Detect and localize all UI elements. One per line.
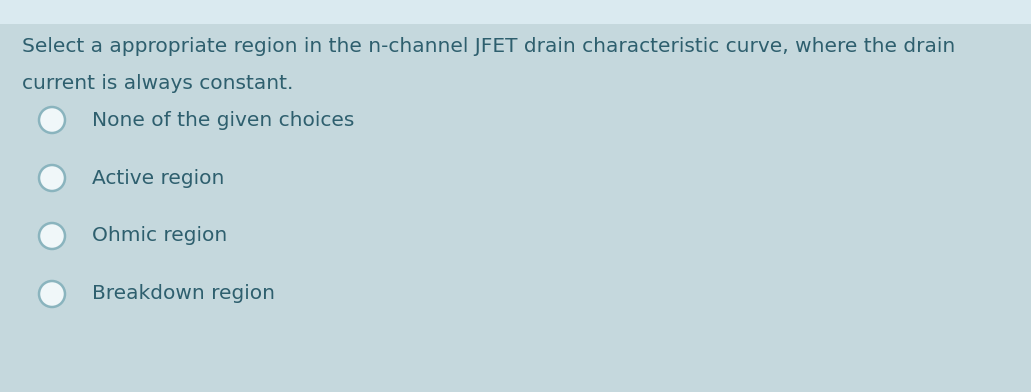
Text: None of the given choices: None of the given choices [92, 111, 355, 129]
Text: Ohmic region: Ohmic region [92, 227, 227, 245]
Circle shape [39, 165, 65, 191]
Circle shape [39, 281, 65, 307]
Text: Breakdown region: Breakdown region [92, 285, 275, 303]
Text: current is always constant.: current is always constant. [22, 74, 294, 93]
Bar [0, 0, 1031, 24]
Circle shape [39, 107, 65, 133]
Circle shape [39, 223, 65, 249]
Text: Select a appropriate region in the n-channel JFET drain characteristic curve, wh: Select a appropriate region in the n-cha… [22, 37, 956, 56]
Text: Active region: Active region [92, 169, 225, 187]
